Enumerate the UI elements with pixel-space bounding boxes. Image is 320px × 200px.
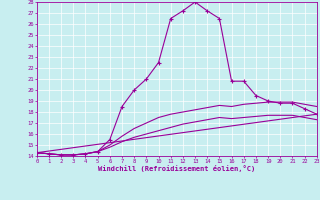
X-axis label: Windchill (Refroidissement éolien,°C): Windchill (Refroidissement éolien,°C): [98, 165, 255, 172]
